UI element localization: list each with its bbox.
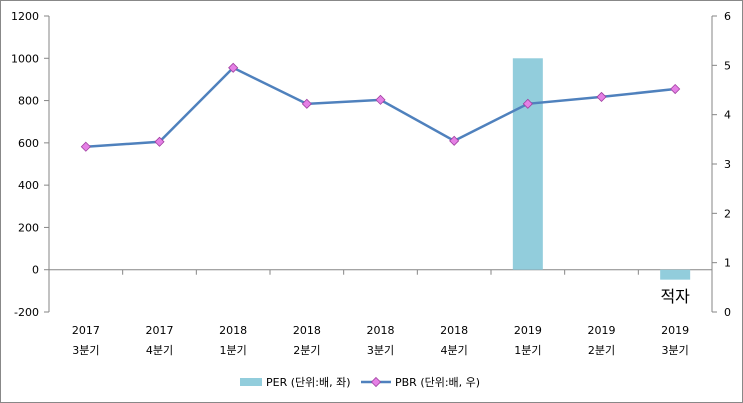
left-tick-label: -200: [14, 306, 39, 319]
deficit-annotation: 적자: [660, 287, 690, 306]
left-tick-label: 0: [32, 264, 39, 277]
right-tick-label: 6: [724, 10, 731, 23]
left-tick-label: 400: [18, 179, 39, 192]
category-label-quarter: 1분기: [220, 344, 247, 357]
pbr-marker: [228, 62, 239, 73]
left-tick-label: 600: [18, 137, 39, 150]
right-tick-label: 1: [724, 257, 731, 270]
category-label-year: 2018: [293, 324, 321, 337]
legend-pbr-marker: [370, 376, 382, 388]
right-tick-label: 3: [724, 158, 731, 171]
pbr-marker: [301, 98, 312, 109]
category-label-year: 2017: [72, 324, 100, 337]
legend-per-label: PER (단위:배, 좌): [266, 376, 351, 389]
pbr-marker: [670, 83, 681, 95]
category-label-year: 2017: [146, 324, 174, 337]
right-tick-label: 4: [724, 109, 731, 122]
pbr-marker: [80, 141, 91, 152]
left-tick-label: 800: [18, 95, 39, 108]
category-label-quarter: 4분기: [441, 344, 468, 357]
pbr-marker: [596, 91, 607, 102]
category-label-year: 2019: [661, 324, 689, 337]
category-label-year: 2018: [219, 324, 247, 337]
legend-pbr-label: PBR (단위:배, 우): [395, 376, 480, 389]
category-label-year: 2019: [514, 324, 542, 337]
pbr-marker: [449, 135, 460, 146]
category-label-quarter: 3분기: [367, 344, 394, 357]
category-label-year: 2018: [440, 324, 468, 337]
pbr-marker: [375, 94, 386, 105]
per-bar: [512, 58, 543, 270]
category-label-quarter: 1분기: [514, 344, 541, 357]
category-label-quarter: 2분기: [588, 344, 615, 357]
per-bar: [660, 269, 691, 280]
legend-per-swatch: [240, 378, 262, 386]
category-label-year: 2018: [367, 324, 395, 337]
left-tick-label: 200: [18, 221, 39, 234]
right-tick-label: 5: [724, 59, 731, 72]
right-tick-label: 2: [724, 207, 731, 220]
category-label-year: 2019: [588, 324, 616, 337]
category-label-quarter: 2분기: [293, 344, 320, 357]
pbr-marker: [522, 98, 533, 109]
category-label-quarter: 3분기: [662, 344, 689, 357]
left-tick-label: 1200: [11, 10, 39, 23]
pbr-marker: [154, 136, 165, 147]
right-tick-label: 0: [724, 306, 731, 319]
category-label-quarter: 4분기: [146, 344, 173, 357]
left-tick-label: 1000: [11, 52, 39, 65]
category-label-quarter: 3분기: [72, 344, 99, 357]
